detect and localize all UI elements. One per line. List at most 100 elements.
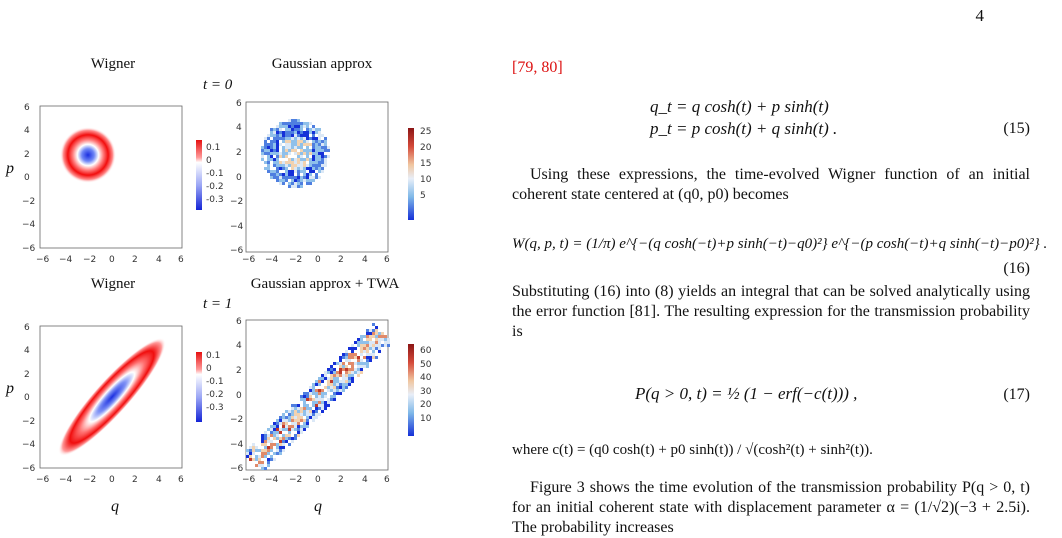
histogram-bin [264,143,267,146]
histogram-bin [270,149,273,152]
histogram-bin [300,128,303,131]
histogram-bin [291,167,294,170]
histogram-bin [261,434,264,437]
wigner-colorbar-t1 [196,352,202,422]
histogram-bin [267,155,270,158]
histogram-bin [318,134,321,137]
histogram-bin [309,182,312,185]
histogram-bin [378,332,381,335]
paragraph-2: Substituting (16) into (8) yields an int… [512,283,1030,340]
histogram-bin [360,371,363,374]
histogram-bin [324,158,327,161]
histogram-bin [291,170,294,173]
histogram-bin [285,173,288,176]
histogram-bin [312,413,315,416]
svg-text:−2: −2 [289,475,302,485]
svg-text:−4: −4 [265,255,279,264]
histogram-bin [276,146,279,149]
histogram-bin [357,344,360,347]
histogram-bin [342,380,345,383]
histogram-bin [273,146,276,149]
histogram-bin [267,440,270,443]
histogram-bin [288,122,291,125]
histogram-bin [315,140,318,143]
histogram-bin [279,164,282,167]
histogram-bin [297,425,300,428]
equation-15-line2: p_t = p cosh(t) + q sinh(t) . [650,119,838,138]
histogram-bin [312,155,315,158]
histogram-bin [312,131,315,134]
histogram-bin [300,425,303,428]
where-line: where c(t) = (q0 cosh(t) + p0 sinh(t)) /… [512,442,873,458]
histogram-bin [366,359,369,362]
histogram-bin [321,140,324,143]
histogram-bin [309,149,312,152]
histogram-bin [267,437,270,440]
histogram-bin [294,137,297,140]
histogram-bin [357,365,360,368]
histogram-bin [366,338,369,341]
histogram-bin [321,161,324,164]
histogram-bin [285,155,288,158]
histogram-bin [348,356,351,359]
histogram-bin [318,389,321,392]
histogram-bin [294,167,297,170]
histogram-bin [309,386,312,389]
histogram-bin [339,371,342,374]
histogram-bin [345,374,348,377]
svg-text:−6: −6 [22,244,36,254]
histogram-bin [288,131,291,134]
histogram-bin [285,167,288,170]
histogram-bin [375,344,378,347]
histogram-bin [285,410,288,413]
histogram-bin [300,167,303,170]
histogram-bin [267,137,270,140]
histogram-bin [336,389,339,392]
histogram-bin [273,149,276,152]
histogram-bin [300,428,303,431]
histogram-bin [285,437,288,440]
histogram-bin [279,131,282,134]
histogram-bin [285,146,288,149]
histogram-bin [285,128,288,131]
histogram-bin [294,131,297,134]
gaussian-histogram-t1 [246,323,390,470]
histogram-bin [288,185,291,188]
histogram-bin [324,371,327,374]
histogram-bin [378,341,381,344]
histogram-bin [282,434,285,437]
histogram-bin [279,128,282,131]
histogram-bin [357,341,360,344]
histogram-bin [288,170,291,173]
histogram-bin [375,326,378,329]
histogram-bin [372,347,375,350]
histogram-bin [327,371,330,374]
histogram-bin [333,383,336,386]
wigner-ellipse-t1 [58,337,166,457]
histogram-bin [279,161,282,164]
wigner-colorbar-ticks-t1: 0.1 0 -0.1 -0.2 -0.3 [206,351,224,413]
histogram-bin [264,152,267,155]
histogram-bin [273,431,276,434]
histogram-bin [369,338,372,341]
histogram-bin [324,164,327,167]
histogram-bin [288,428,291,431]
histogram-bin [306,422,309,425]
histogram-bin [294,407,297,410]
histogram-bin [324,401,327,404]
histogram-bin [303,149,306,152]
histogram-bin [252,458,255,461]
histogram-bin [285,422,288,425]
histogram-bin [318,167,321,170]
histogram-bin [267,164,270,167]
histogram-bin [306,419,309,422]
histogram-bin [330,395,333,398]
histogram-bin [255,458,258,461]
histogram-bin [297,173,300,176]
histogram-bin [360,365,363,368]
histogram-bin [318,164,321,167]
histogram-bin [324,392,327,395]
histogram-bin [315,146,318,149]
histogram-bin [276,140,279,143]
histogram-bin [348,359,351,362]
